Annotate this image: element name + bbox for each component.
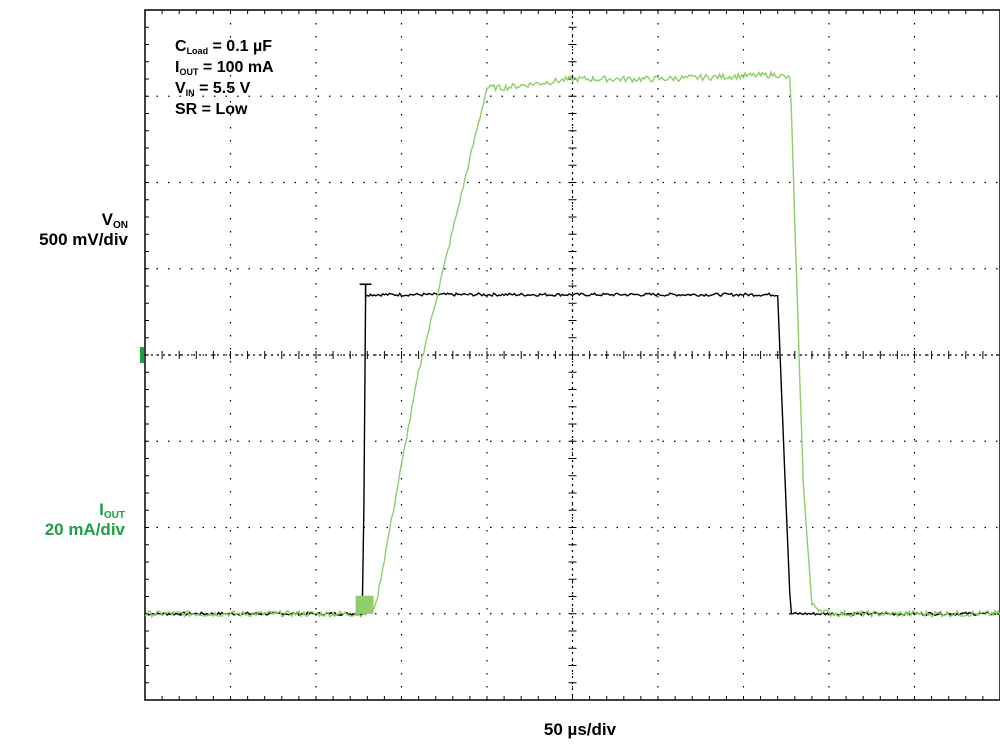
test-conditions: CLoad = 0.1 µF IOUT = 100 mA VIN = 5.5 V… xyxy=(175,36,274,120)
condition-sr: SR = Low xyxy=(175,101,248,118)
ground-level-marker xyxy=(140,347,144,363)
von-trace xyxy=(144,292,1000,617)
von-channel-label: VON 500 mV/div xyxy=(0,210,128,250)
x-axis-scale: 50 µs/div xyxy=(543,720,617,739)
condition-iout: IOUT = 100 mA xyxy=(175,59,274,77)
traces xyxy=(144,70,1000,619)
von-scale: 500 mV/div xyxy=(39,230,128,249)
condition-cload: CLoad = 0.1 µF xyxy=(175,38,272,56)
iout-scale: 20 mA/div xyxy=(44,520,125,539)
iout-name: IOUT xyxy=(99,500,125,521)
grid xyxy=(144,9,1000,701)
von-name: VON xyxy=(101,210,128,231)
iout-trigger-marker xyxy=(355,595,374,614)
condition-vin: VIN = 5.5 V xyxy=(175,80,251,98)
iout-trace xyxy=(144,70,1000,619)
markers xyxy=(140,283,374,614)
iout-channel-label: IOUT 20 mA/div xyxy=(0,500,125,540)
